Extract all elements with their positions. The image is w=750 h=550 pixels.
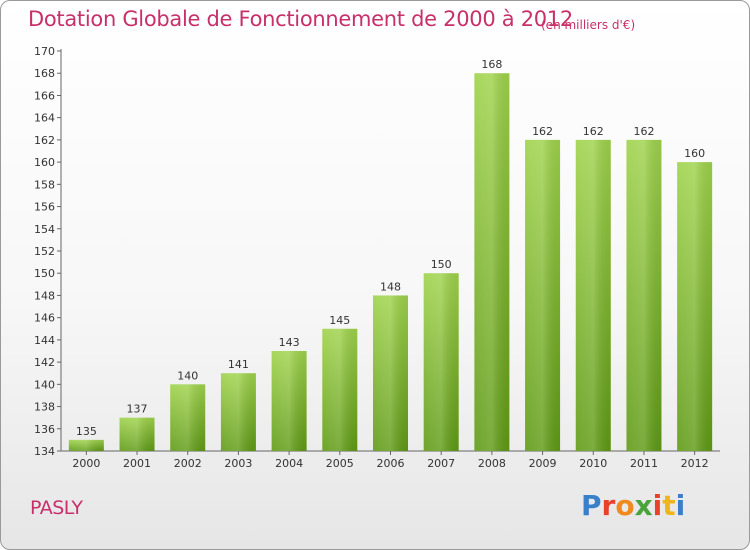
y-tick-label: 156 [34,201,55,214]
value-label: 141 [228,358,249,371]
x-tick-label: 2000 [72,457,100,470]
x-tick-label: 2010 [579,457,607,470]
value-label: 137 [127,403,148,416]
x-tick-label: 2011 [630,457,658,470]
bar-shine [68,439,104,451]
y-tick-label: 148 [34,289,55,302]
y-tick-label: 166 [34,89,55,102]
x-tick-label: 2003 [224,457,252,470]
y-tick-label: 170 [34,45,55,58]
y-tick-label: 146 [34,312,55,325]
value-label: 162 [583,125,604,138]
y-tick-label: 140 [34,378,55,391]
y-tick-label: 142 [34,356,55,369]
x-tick-label: 2004 [275,457,303,470]
y-tick-label: 160 [34,156,55,169]
y-tick-label: 136 [34,423,55,436]
value-label: 162 [633,125,654,138]
x-tick-label: 2002 [174,457,202,470]
x-tick-label: 2009 [529,457,557,470]
bar-shine [271,351,307,451]
logo-letter: x [634,489,653,522]
value-label: 160 [684,147,705,160]
bar-shine [220,373,256,451]
value-label: 148 [380,280,401,293]
logo-letter: P [581,489,602,522]
bar-shine [423,273,459,451]
y-tick-label: 144 [34,334,55,347]
bar-shine [677,162,713,451]
value-label: 143 [279,336,300,349]
y-tick-label: 150 [34,267,55,280]
y-tick-label: 152 [34,245,55,258]
x-tick-label: 2007 [427,457,455,470]
logo-letter: r [601,489,616,522]
x-tick-label: 2012 [681,457,709,470]
y-tick-label: 162 [34,134,55,147]
bar-shine [170,384,206,451]
x-tick-label: 2001 [123,457,151,470]
bar-shine [575,139,611,451]
value-label: 140 [177,369,198,382]
value-label: 145 [329,314,350,327]
bar-shine [525,139,561,451]
bar-shine [626,139,662,451]
commune-name: PASLY [30,497,83,519]
x-tick-label: 2008 [478,457,506,470]
x-tick-label: 2005 [326,457,354,470]
bar-shine [373,295,408,451]
value-label: 135 [76,425,97,438]
y-tick-label: 138 [34,401,55,414]
y-tick-label: 158 [34,178,55,191]
bar-shine [474,73,510,451]
logo-letter: o [615,489,635,522]
y-tick-label: 134 [34,445,55,458]
value-label: 162 [532,125,553,138]
value-label: 168 [481,58,502,71]
bar-shine [322,328,358,451]
x-tick-label: 2006 [377,457,405,470]
y-tick-label: 154 [34,223,55,236]
proxiti-logo: Proxiti [581,489,685,522]
logo-letter: t [662,489,676,522]
y-tick-label: 164 [34,112,55,125]
logo-letter: i [675,489,686,522]
value-label: 150 [431,258,452,271]
y-tick-label: 168 [34,67,55,80]
chart-title: Dotation Globale de Fonctionnement de 20… [28,7,573,31]
bar-shine [119,417,155,451]
logo-letter: i [652,489,663,522]
chart-subtitle: (en milliers d'€) [541,18,636,32]
